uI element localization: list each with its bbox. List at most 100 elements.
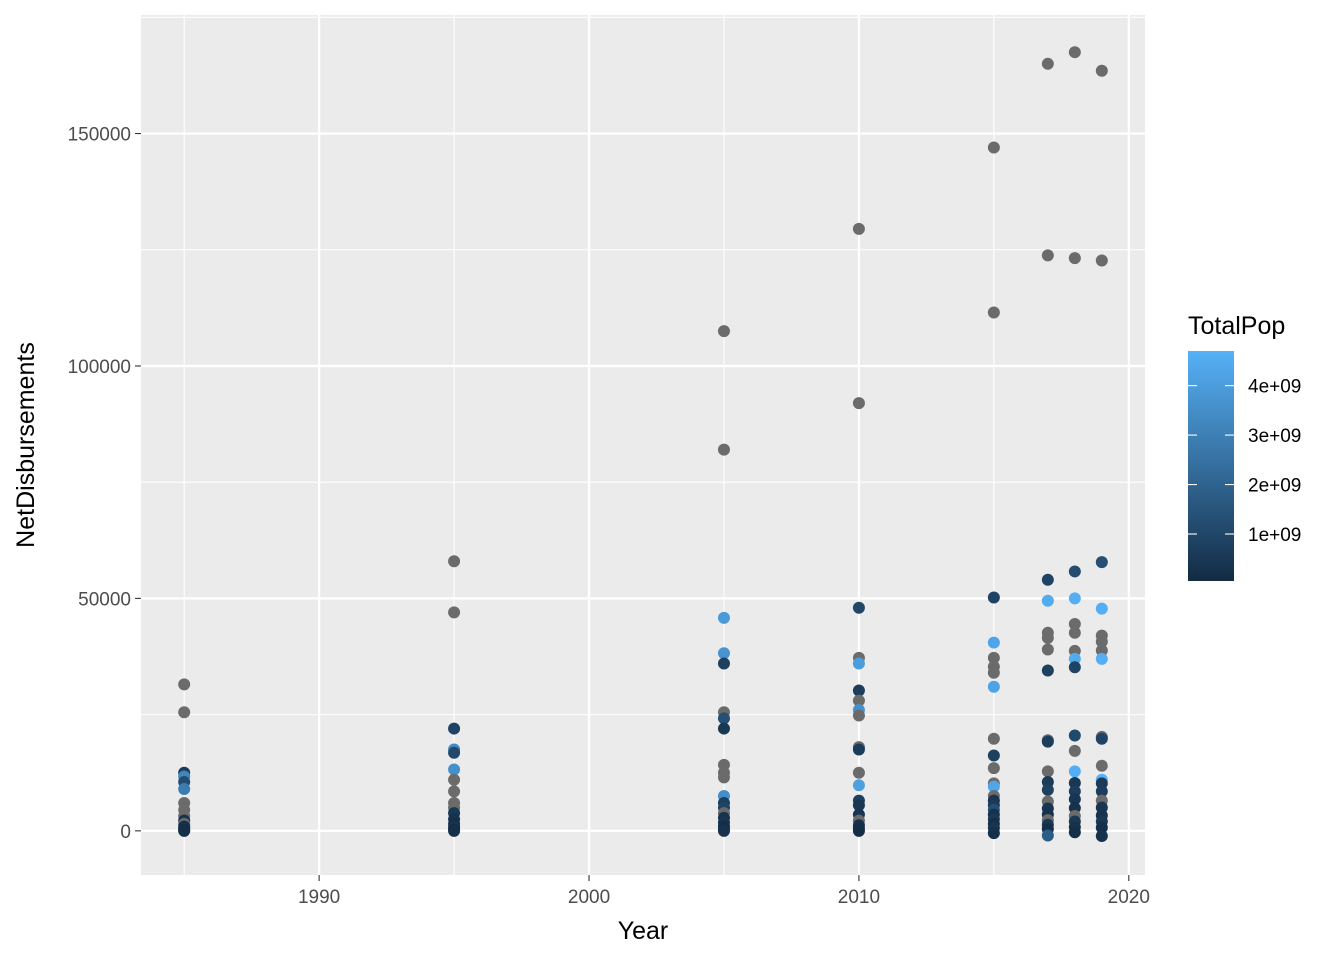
data-point bbox=[1068, 592, 1081, 605]
data-point bbox=[1041, 765, 1054, 778]
data-point bbox=[1041, 829, 1054, 842]
data-point bbox=[717, 824, 730, 837]
y-tick-label: 150000 bbox=[68, 125, 131, 146]
data-point bbox=[852, 397, 865, 410]
data-point bbox=[1095, 644, 1108, 657]
data-point bbox=[987, 141, 1000, 154]
legend-colorbar bbox=[1188, 351, 1234, 581]
data-point bbox=[987, 762, 1000, 775]
data-point bbox=[1041, 249, 1054, 262]
data-point bbox=[987, 827, 1000, 840]
data-point bbox=[448, 824, 461, 837]
data-point bbox=[987, 306, 1000, 319]
legend-ticks: 1e+09 2e+09 3e+09 4e+09 bbox=[1188, 377, 1301, 546]
data-point bbox=[178, 706, 191, 719]
data-point bbox=[1068, 46, 1081, 59]
data-point bbox=[852, 684, 865, 697]
legend-title: TotalPop bbox=[1188, 312, 1285, 340]
data-point bbox=[1068, 626, 1081, 639]
data-point bbox=[1041, 735, 1054, 748]
y-tick-label: 0 bbox=[120, 822, 131, 843]
data-point bbox=[852, 743, 865, 756]
data-point bbox=[448, 722, 461, 735]
data-point bbox=[987, 732, 1000, 745]
data-point bbox=[1095, 821, 1108, 834]
data-point bbox=[987, 666, 1000, 679]
data-point bbox=[852, 694, 865, 707]
data-point bbox=[717, 443, 730, 456]
data-point bbox=[448, 555, 461, 568]
y-axis-title: NetDisbursements bbox=[12, 342, 40, 548]
legend-tick-label: 2e+09 bbox=[1248, 476, 1301, 497]
data-point bbox=[448, 606, 461, 619]
data-point bbox=[178, 678, 191, 691]
data-point bbox=[987, 651, 1000, 664]
data-point bbox=[448, 785, 461, 798]
data-point bbox=[987, 749, 1000, 762]
data-point bbox=[1041, 783, 1054, 796]
data-point bbox=[852, 601, 865, 614]
data-point bbox=[852, 766, 865, 779]
data-point bbox=[1068, 793, 1081, 806]
data-point bbox=[1095, 759, 1108, 772]
data-point bbox=[987, 780, 1000, 793]
data-point bbox=[852, 657, 865, 670]
data-point bbox=[1068, 652, 1081, 665]
data-point bbox=[1068, 776, 1081, 789]
data-point bbox=[987, 636, 1000, 649]
data-points bbox=[178, 46, 1108, 842]
data-point bbox=[1041, 631, 1054, 644]
x-tick-label: 1990 bbox=[298, 887, 340, 908]
data-point bbox=[717, 611, 730, 624]
data-point bbox=[1095, 635, 1108, 648]
y-axis: 0 50000 100000 150000 bbox=[68, 125, 141, 843]
x-axis-title: Year bbox=[618, 917, 669, 945]
legend-tick-label: 4e+09 bbox=[1248, 377, 1301, 398]
data-point bbox=[1041, 594, 1054, 607]
data-point bbox=[717, 771, 730, 784]
data-point bbox=[448, 773, 461, 786]
x-tick-label: 2010 bbox=[838, 887, 880, 908]
data-point bbox=[1041, 643, 1054, 656]
data-point bbox=[448, 746, 461, 759]
data-point bbox=[717, 722, 730, 735]
data-point bbox=[1095, 785, 1108, 798]
data-point bbox=[1041, 57, 1054, 70]
data-point bbox=[1068, 617, 1081, 630]
data-point bbox=[1068, 729, 1081, 742]
data-point bbox=[1068, 252, 1081, 265]
data-point bbox=[1068, 765, 1081, 778]
data-point bbox=[717, 647, 730, 660]
data-point bbox=[178, 824, 191, 837]
data-point bbox=[852, 824, 865, 837]
x-axis: 1990 2000 2010 2020 bbox=[298, 875, 1150, 908]
plot-panel bbox=[141, 15, 1145, 875]
data-point bbox=[852, 222, 865, 235]
data-point bbox=[717, 657, 730, 670]
data-point bbox=[987, 591, 1000, 604]
data-point bbox=[1068, 565, 1081, 578]
data-point bbox=[717, 325, 730, 338]
data-point bbox=[178, 783, 191, 795]
x-tick-label: 2000 bbox=[568, 887, 610, 908]
data-point bbox=[1095, 829, 1108, 842]
data-point bbox=[448, 763, 461, 776]
data-point bbox=[1095, 254, 1108, 267]
data-point bbox=[852, 779, 865, 792]
color-legend: TotalPop 1e+09 2e+09 3e+09 4e+09 bbox=[1188, 312, 1301, 581]
y-tick-label: 50000 bbox=[78, 589, 131, 610]
data-point bbox=[852, 709, 865, 722]
major-gridlines bbox=[141, 15, 1145, 875]
data-point bbox=[1041, 664, 1054, 677]
data-point bbox=[1095, 64, 1108, 77]
legend-tick-label: 3e+09 bbox=[1248, 426, 1301, 447]
data-point bbox=[1068, 744, 1081, 757]
data-point bbox=[1095, 602, 1108, 615]
y-tick-label: 100000 bbox=[68, 357, 131, 378]
data-point bbox=[1095, 652, 1108, 665]
data-point bbox=[852, 799, 865, 812]
data-point bbox=[1068, 661, 1081, 674]
x-tick-label: 2020 bbox=[1108, 887, 1150, 908]
data-point bbox=[1041, 573, 1054, 586]
